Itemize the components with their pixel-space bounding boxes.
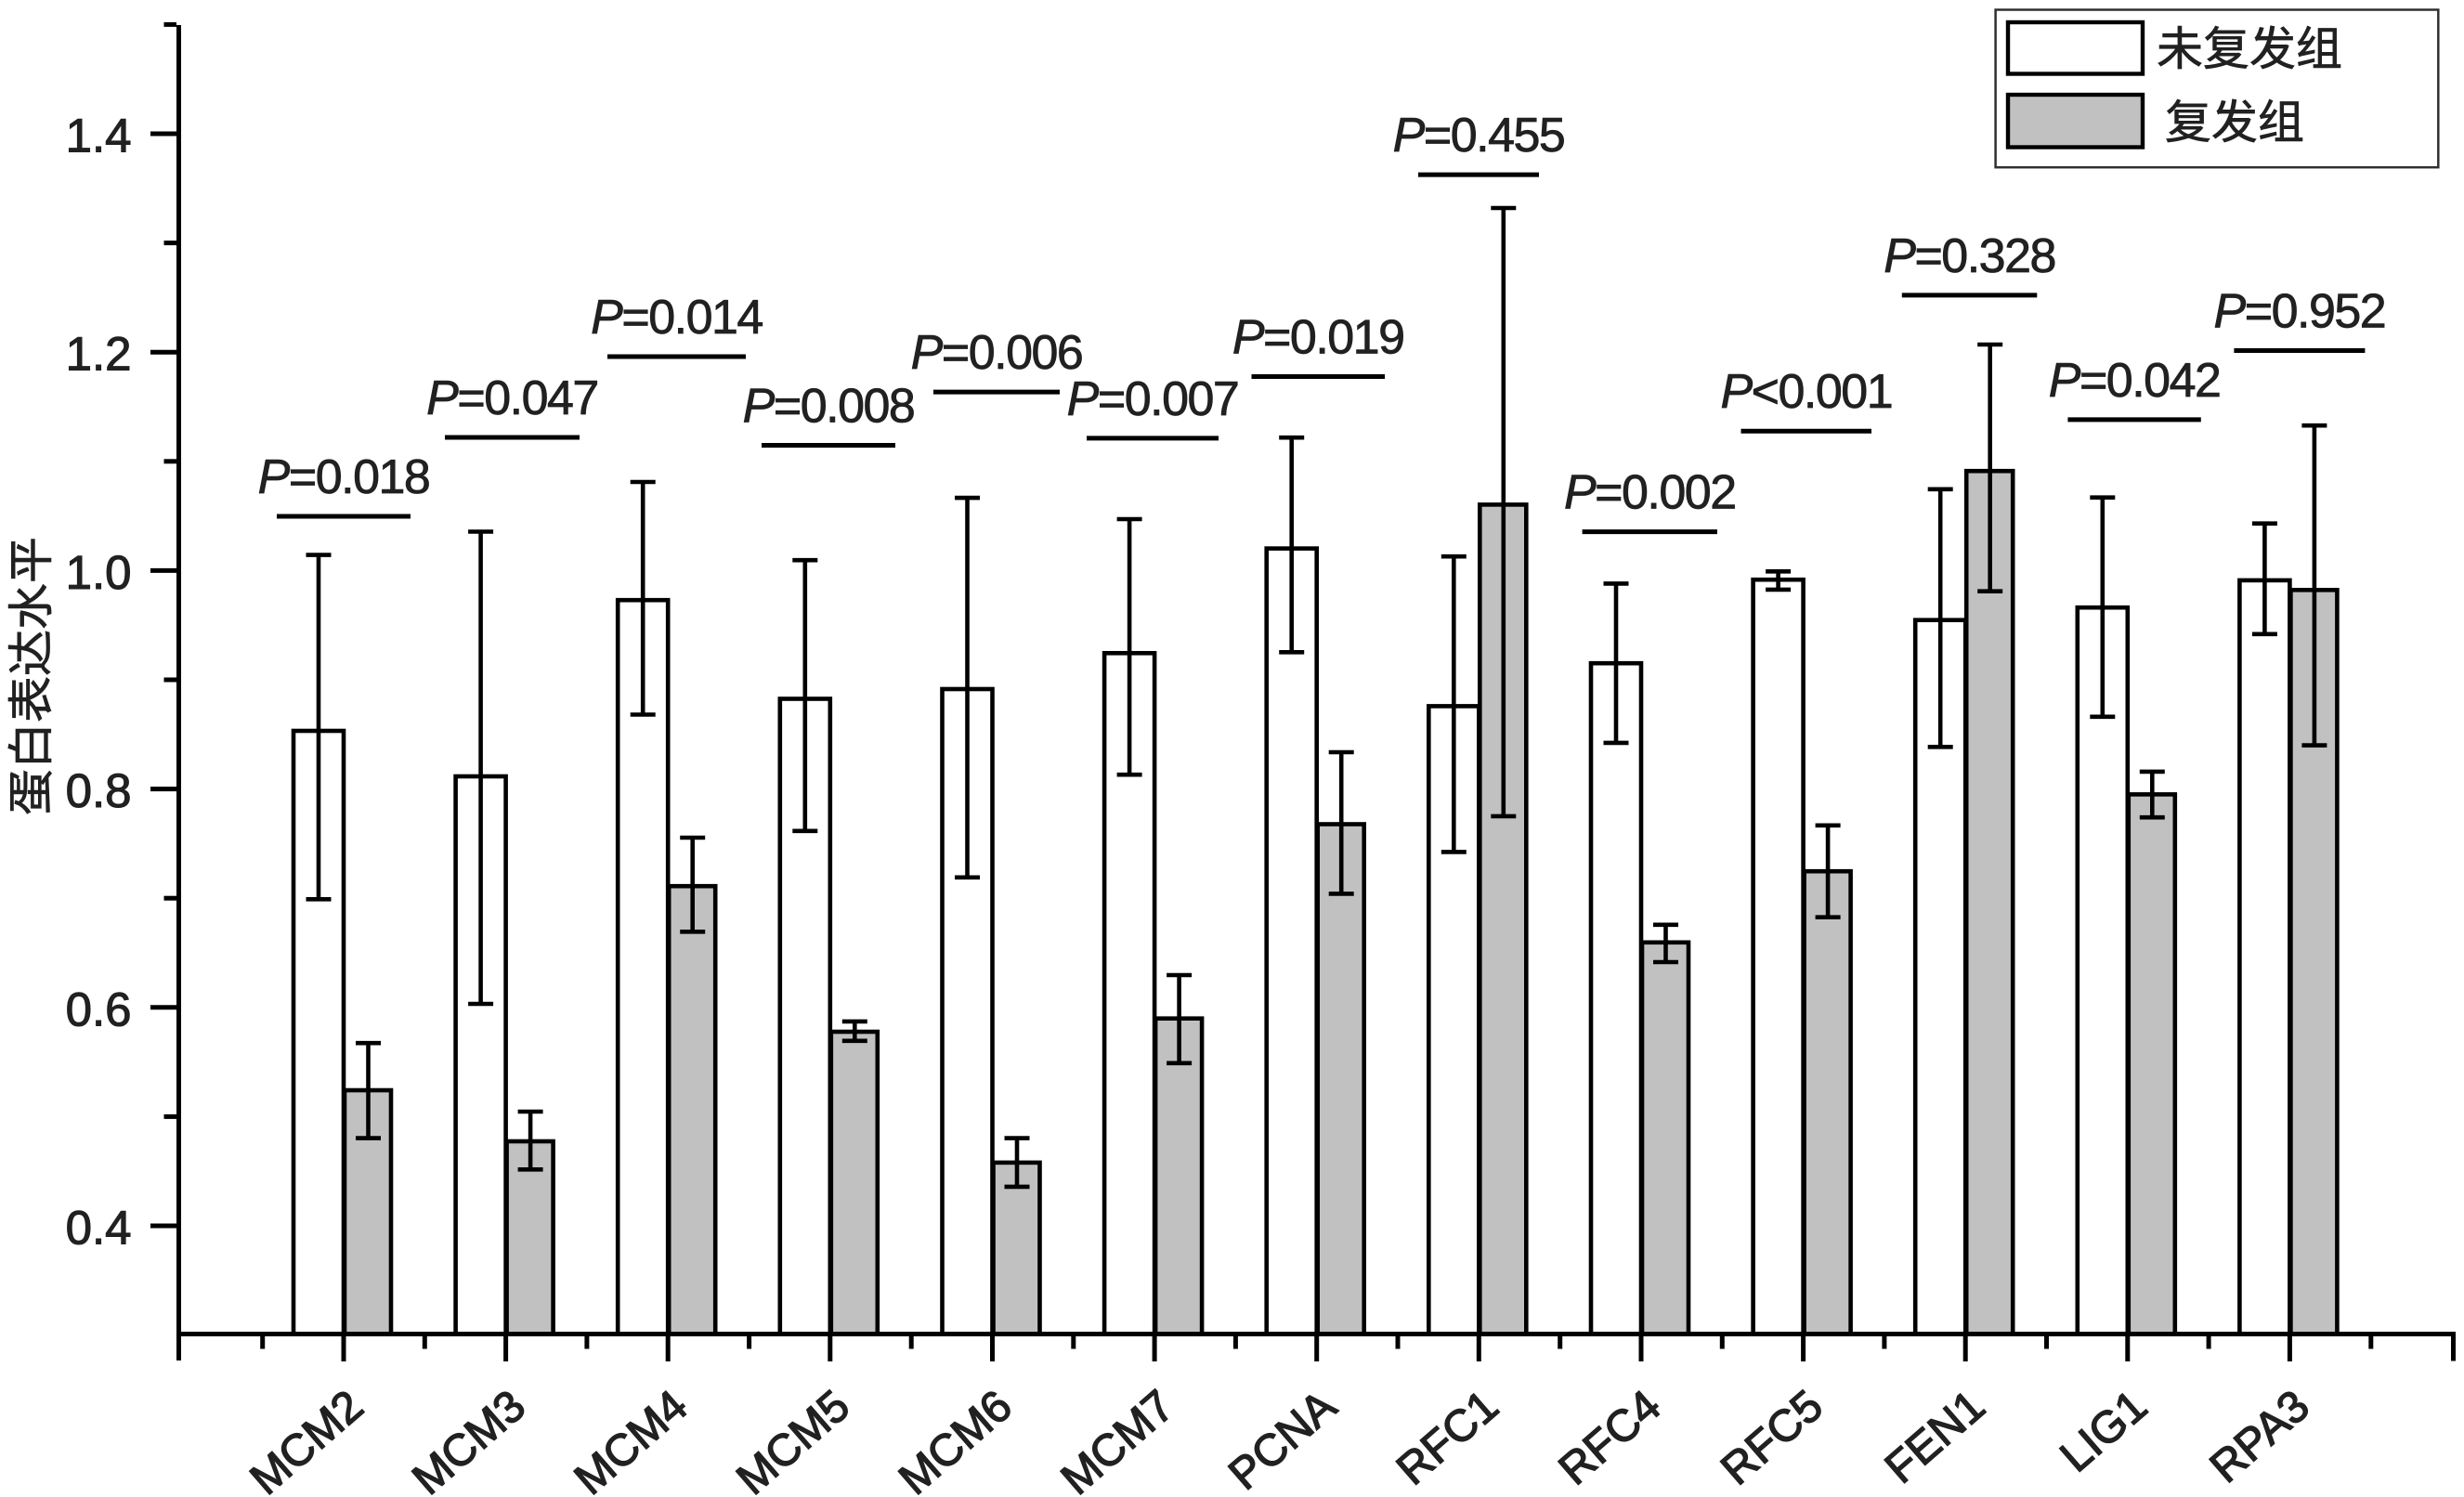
svg-text:P=0.006: P=0.006 bbox=[911, 326, 1083, 380]
svg-text:P=0.455: P=0.455 bbox=[1393, 109, 1565, 163]
svg-text:P=0.328: P=0.328 bbox=[1884, 229, 2055, 283]
svg-text:P=0.002: P=0.002 bbox=[1564, 466, 1736, 520]
svg-text:P=0.008: P=0.008 bbox=[743, 380, 915, 434]
svg-text:P=0.014: P=0.014 bbox=[591, 291, 763, 345]
svg-text:1.2: 1.2 bbox=[66, 328, 132, 381]
svg-text:1.4: 1.4 bbox=[66, 110, 132, 163]
svg-text:P=0.007: P=0.007 bbox=[1067, 372, 1239, 426]
svg-text:P=0.019: P=0.019 bbox=[1232, 311, 1404, 365]
svg-text:0.8: 0.8 bbox=[66, 764, 132, 817]
svg-text:P=0.018: P=0.018 bbox=[258, 450, 430, 504]
svg-text:P=0.042: P=0.042 bbox=[2049, 354, 2221, 408]
svg-text:1.0: 1.0 bbox=[66, 546, 132, 599]
svg-text:0.4: 0.4 bbox=[66, 1202, 132, 1255]
svg-text:P=0.952: P=0.952 bbox=[2214, 285, 2386, 339]
svg-text:P<0.001: P<0.001 bbox=[1720, 365, 1892, 419]
svg-text:0.6: 0.6 bbox=[66, 983, 132, 1035]
svg-text:P=0.047: P=0.047 bbox=[426, 371, 598, 425]
